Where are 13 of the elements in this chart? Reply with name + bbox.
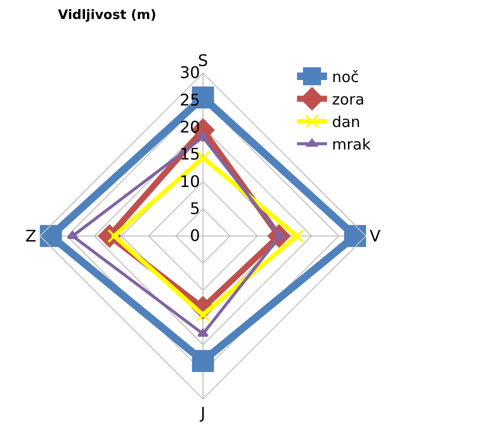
legend-label: zora <box>332 90 364 109</box>
y-tick-label: 0 <box>190 226 200 246</box>
y-tick-label: 30 <box>180 63 200 82</box>
text: Vidljivost (m) <box>58 8 156 23</box>
spoke-label: Z <box>25 226 36 246</box>
legend-label: mrak <box>332 136 371 154</box>
spoke-label: V <box>370 226 381 246</box>
legend-label: dan <box>332 113 360 132</box>
y-tick-label: 10 <box>180 172 200 191</box>
y-tick-label: 5 <box>190 199 200 218</box>
spoke-label: S <box>198 51 208 70</box>
legend-label: noč <box>332 68 359 86</box>
spoke-label: J <box>200 404 206 423</box>
